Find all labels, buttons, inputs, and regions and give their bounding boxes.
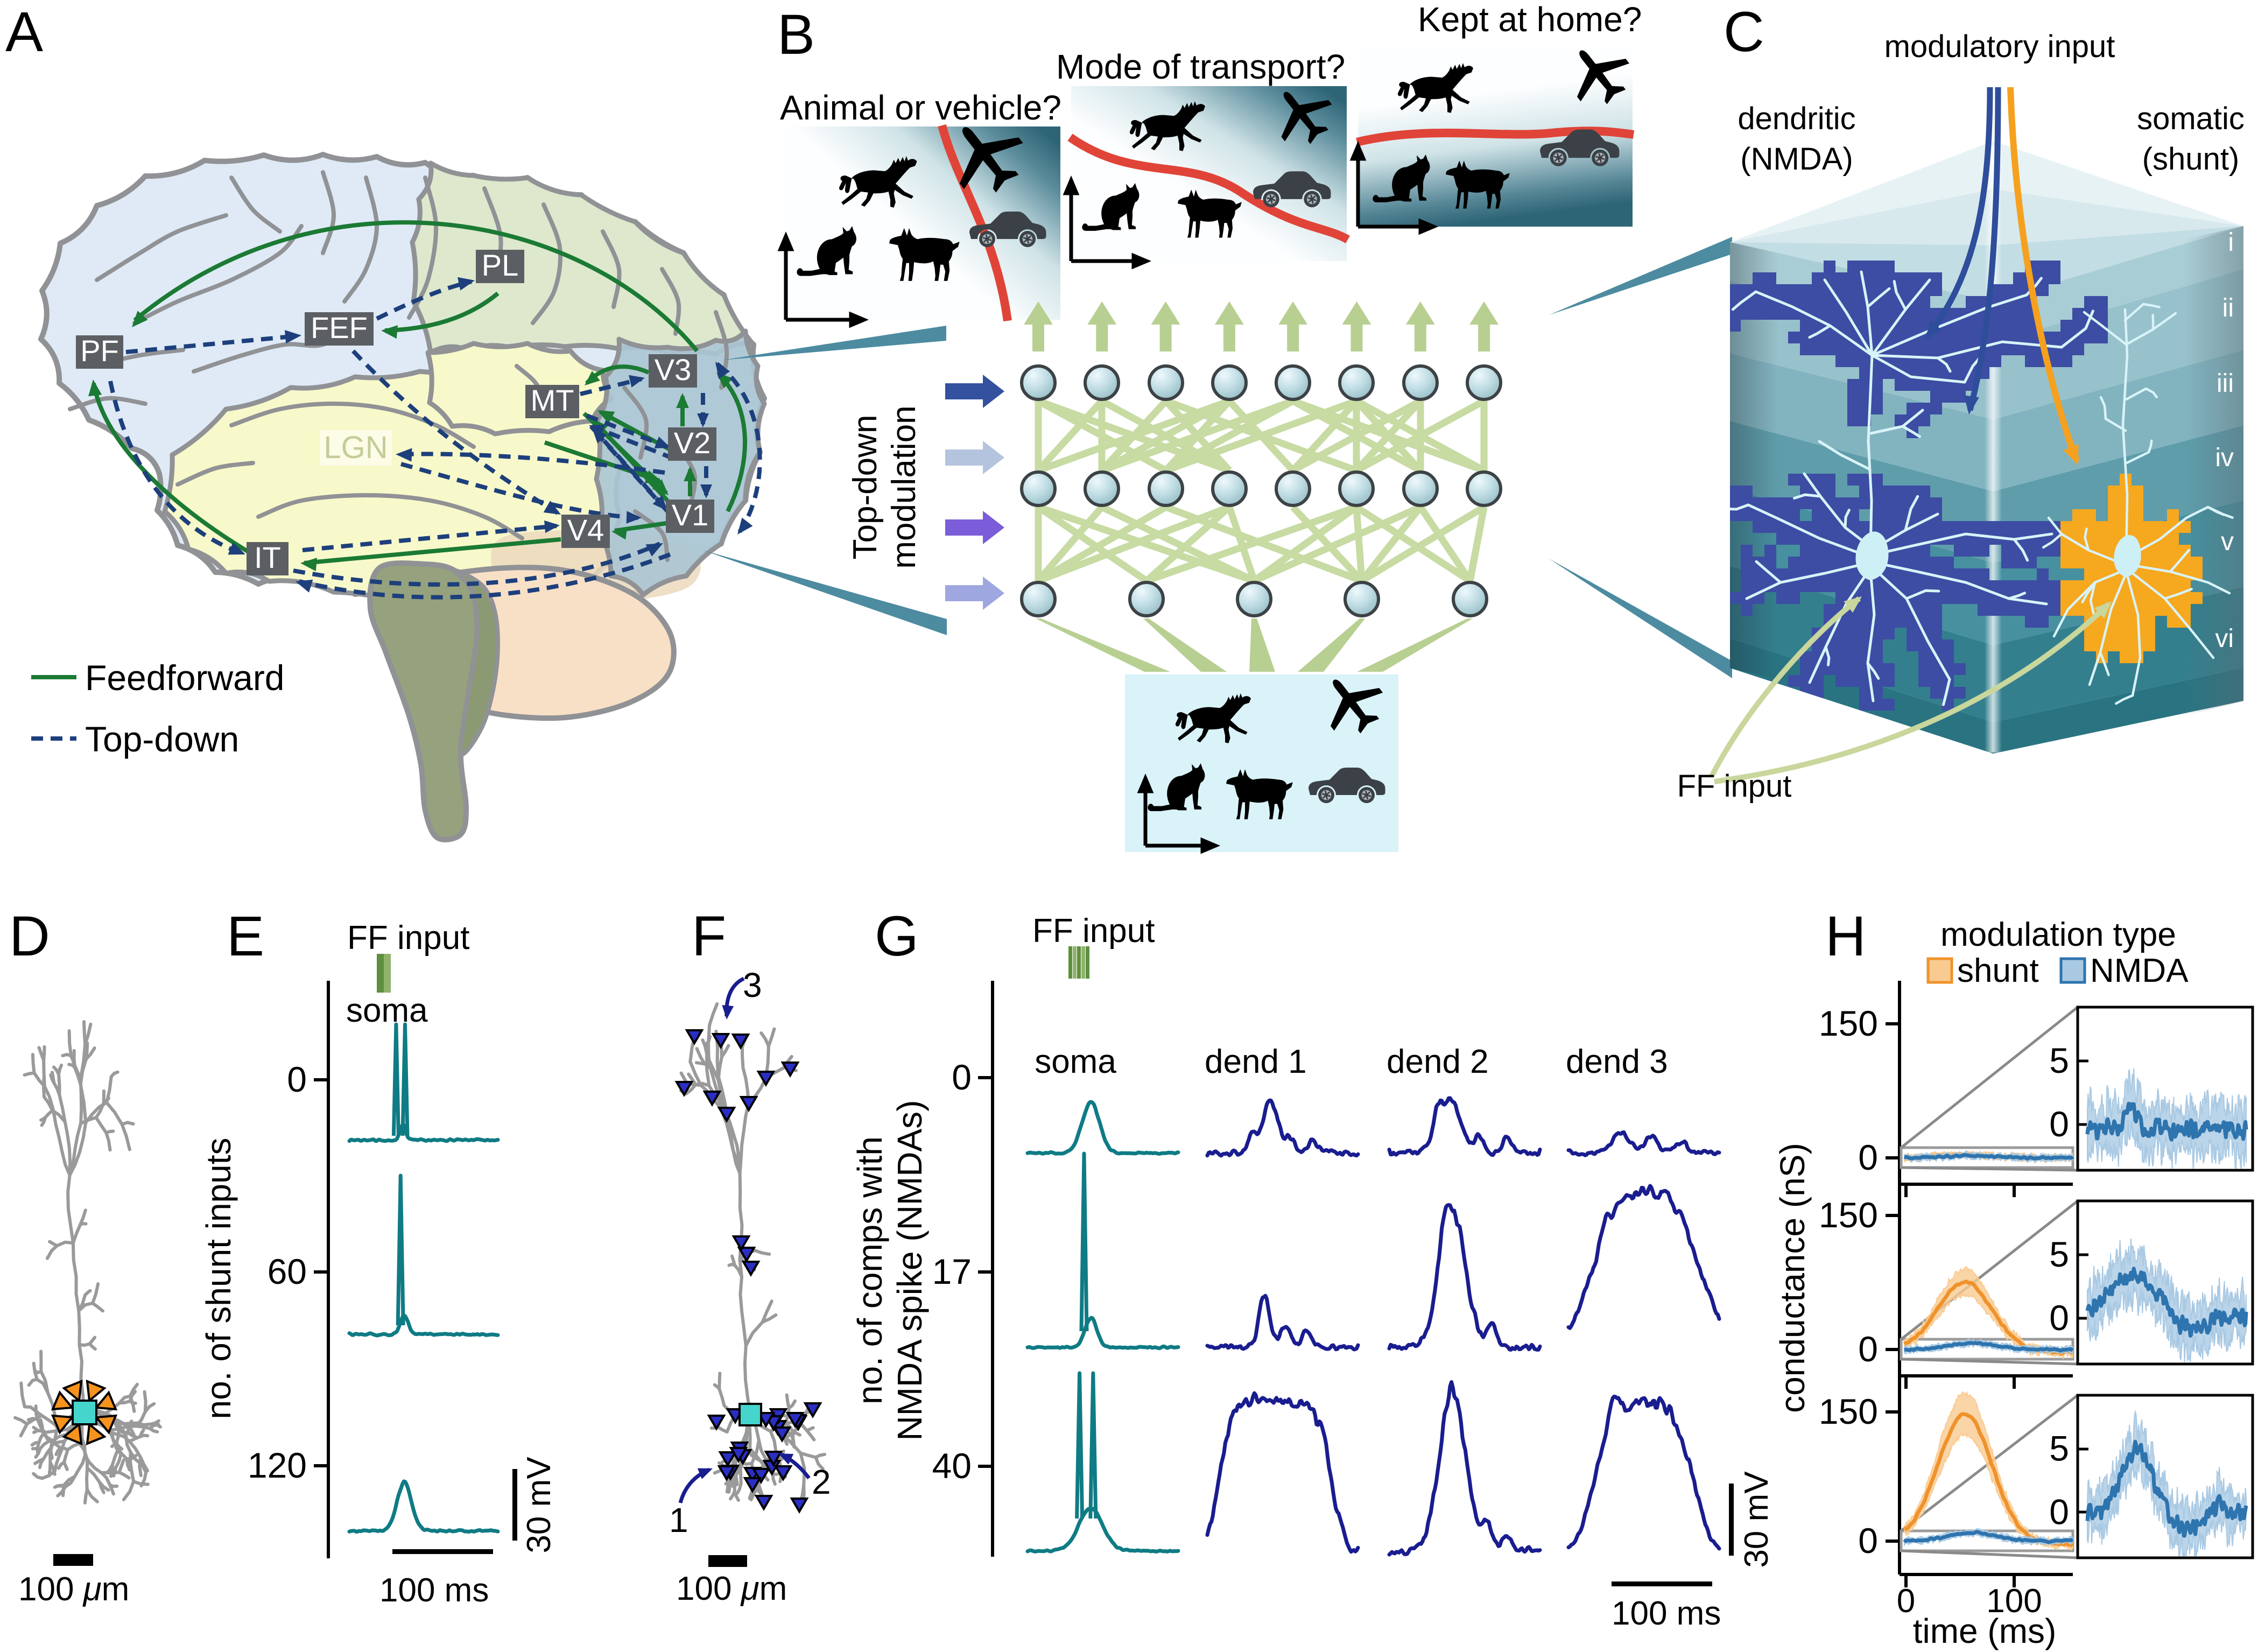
svg-text:1: 1 — [669, 1501, 688, 1539]
svg-text:100: 100 — [1986, 1583, 2042, 1620]
svg-text:A: A — [5, 1, 43, 64]
svg-text:G: G — [875, 905, 919, 968]
svg-text:dend 2: dend 2 — [1387, 1043, 1489, 1080]
svg-text:30 mV: 30 mV — [520, 1457, 558, 1553]
svg-text:2: 2 — [812, 1463, 831, 1501]
svg-text:0: 0 — [287, 1059, 307, 1099]
svg-text:5: 5 — [2049, 1234, 2069, 1274]
svg-text:0: 0 — [2049, 1298, 2069, 1338]
svg-text:100 μm: 100 μm — [676, 1570, 787, 1607]
svg-text:B: B — [777, 3, 815, 66]
svg-text:Mode of transport?: Mode of transport? — [1056, 47, 1345, 86]
svg-text:0: 0 — [2049, 1104, 2069, 1144]
svg-text:modulation type: modulation type — [1940, 916, 2176, 953]
svg-text:5: 5 — [2049, 1041, 2069, 1080]
svg-text:C: C — [1724, 1, 1764, 64]
svg-text:D: D — [9, 905, 50, 968]
svg-text:0: 0 — [1897, 1583, 1915, 1620]
svg-text:(NMDA): (NMDA) — [1740, 142, 1853, 177]
svg-text:150: 150 — [1819, 1391, 1878, 1431]
svg-text:Kept at home?: Kept at home? — [1418, 0, 1642, 39]
svg-text:V3: V3 — [655, 353, 692, 386]
svg-text:somatic: somatic — [2137, 101, 2245, 136]
svg-text:NMDA: NMDA — [2090, 952, 2189, 989]
svg-text:150: 150 — [1819, 1195, 1878, 1235]
svg-text:LGN: LGN — [323, 430, 388, 465]
svg-text:0: 0 — [1858, 1329, 1878, 1369]
svg-text:FF input: FF input — [1677, 769, 1792, 804]
svg-text:MT: MT — [531, 383, 574, 417]
svg-text:i: i — [2228, 228, 2234, 257]
svg-text:5: 5 — [2049, 1429, 2069, 1468]
svg-text:0: 0 — [2049, 1492, 2069, 1531]
svg-text:IT: IT — [254, 540, 281, 574]
svg-text:dend 3: dend 3 — [1566, 1043, 1668, 1080]
svg-text:shunt: shunt — [1957, 952, 2039, 989]
svg-text:FF input: FF input — [1032, 912, 1155, 950]
svg-text:100 ms: 100 ms — [1612, 1595, 1721, 1632]
svg-text:E: E — [227, 905, 264, 968]
svg-text:PF: PF — [80, 334, 119, 368]
svg-text:V4: V4 — [567, 513, 604, 547]
svg-text:vi: vi — [2215, 624, 2234, 653]
svg-text:0: 0 — [1858, 1521, 1878, 1560]
svg-text:ii: ii — [2222, 294, 2234, 322]
svg-text:iv: iv — [2215, 444, 2234, 472]
svg-text:dendritic: dendritic — [1738, 101, 1855, 136]
svg-text:3: 3 — [743, 966, 762, 1004]
svg-text:(shunt): (shunt) — [2142, 142, 2240, 177]
svg-text:0: 0 — [952, 1057, 972, 1097]
svg-text:V2: V2 — [674, 426, 711, 460]
svg-text:no. of shunt inputs: no. of shunt inputs — [199, 1137, 238, 1419]
svg-text:H: H — [1825, 905, 1866, 968]
svg-text:modulation: modulation — [885, 405, 923, 568]
svg-text:FF input: FF input — [347, 919, 469, 957]
svg-text:soma: soma — [1035, 1043, 1116, 1080]
svg-text:30 mV: 30 mV — [1738, 1471, 1775, 1568]
svg-text:dend 1: dend 1 — [1205, 1043, 1307, 1080]
svg-text:iii: iii — [2217, 369, 2234, 398]
svg-text:120: 120 — [248, 1445, 307, 1485]
svg-text:150: 150 — [1819, 1003, 1878, 1043]
svg-text:60: 60 — [268, 1252, 307, 1291]
svg-text:no. of comps with: no. of comps with — [850, 1136, 889, 1404]
svg-text:Top-down: Top-down — [847, 415, 884, 560]
svg-text:PL: PL — [482, 248, 519, 282]
svg-text:time (ms): time (ms) — [1913, 1612, 2057, 1650]
svg-text:40: 40 — [932, 1446, 972, 1486]
svg-text:17: 17 — [932, 1252, 972, 1291]
svg-text:conductance (nS): conductance (nS) — [1773, 1143, 1812, 1413]
svg-text:F: F — [692, 905, 726, 968]
svg-text:Animal or vehicle?: Animal or vehicle? — [780, 88, 1061, 127]
svg-text:0: 0 — [1858, 1137, 1878, 1177]
svg-text:FEF: FEF — [311, 311, 368, 345]
svg-text:100 ms: 100 ms — [379, 1572, 489, 1609]
svg-text:modulatory input: modulatory input — [1884, 29, 2115, 64]
svg-text:100 μm: 100 μm — [18, 1571, 129, 1608]
svg-text:NMDA spike (NMDAs): NMDA spike (NMDAs) — [890, 1100, 929, 1441]
svg-text:Feedforward: Feedforward — [85, 658, 285, 698]
svg-text:soma: soma — [346, 992, 428, 1029]
svg-text:v: v — [2221, 528, 2234, 556]
svg-text:Top-down: Top-down — [85, 719, 239, 759]
svg-text:V1: V1 — [672, 498, 709, 532]
